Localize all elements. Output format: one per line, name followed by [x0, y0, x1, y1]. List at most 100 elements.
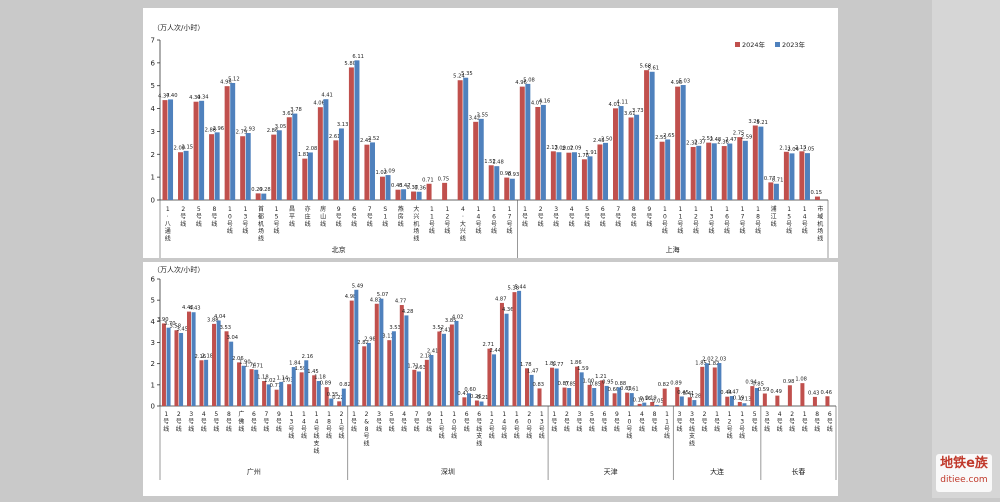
bar-value-label: 4.16: [539, 98, 551, 104]
x-category-char: 线: [242, 227, 248, 235]
x-category-char: 线: [514, 432, 520, 440]
bar-value-label: 1.08: [795, 377, 807, 383]
x-category-char: 号: [522, 213, 528, 220]
x-category-char: 线: [553, 220, 559, 228]
bar-2024: [575, 366, 580, 406]
chart-bottom: （万人次/小时）01234563.903.701号线3.583.452号线4.4…: [151, 265, 837, 480]
x-category-char: 1: [694, 206, 698, 213]
bar-2024: [637, 403, 642, 406]
bar-2024: [224, 86, 230, 200]
bar-value-label: 0.36: [415, 185, 427, 191]
chart-top: （万人次/小时）012345674.374.401·八通线2.092.152号线…: [151, 23, 829, 258]
bar-value-label: 0.15: [810, 190, 822, 196]
x-category-char: 燕: [398, 205, 404, 213]
x-category-char: 线: [724, 227, 730, 235]
x-category-char: 号: [288, 426, 294, 433]
bar-value-label: 5.08: [523, 77, 535, 83]
bar-value-label: 0.71: [422, 177, 434, 183]
bar-2024: [587, 384, 592, 406]
x-category-char: 号: [426, 418, 432, 425]
x-category-char: 线: [251, 425, 257, 433]
x-category-char: 线: [429, 227, 435, 235]
bar-value-label: 3.88: [207, 317, 219, 323]
x-category-char: 平: [289, 213, 295, 220]
x-category-char: 3: [189, 411, 193, 418]
bar-value-label: 2.42: [360, 138, 372, 144]
x-category-char: 5: [590, 411, 594, 418]
x-category-char: 线: [708, 227, 714, 235]
x-category-char: 八: [165, 221, 171, 228]
bar-2023: [216, 320, 221, 406]
x-category-char: 9: [427, 411, 431, 418]
bar-2023: [307, 152, 313, 200]
bar-value-label: 3.52: [432, 325, 444, 331]
x-category-label: 6号线: [827, 411, 833, 433]
x-category-char: 2: [565, 411, 569, 418]
x-category-char: 7: [508, 213, 512, 220]
bar-value-label: 2.09: [174, 146, 186, 152]
x-category-label: 2号线: [789, 411, 795, 433]
x-category-char: 市: [817, 205, 823, 213]
x-category-char: 号: [351, 213, 357, 220]
bar-2023: [354, 289, 359, 406]
bar-value-label: 5.44: [514, 284, 526, 290]
x-category-label: 9号线: [646, 206, 652, 228]
y-axis-label: （万人次/小时）: [153, 23, 204, 32]
y-tick-label: 0: [151, 403, 155, 411]
x-category-char: 线: [313, 447, 319, 455]
bar-2023: [467, 393, 472, 406]
bar-2024: [162, 100, 168, 200]
x-category-char: 2: [490, 418, 494, 425]
bar-2023: [634, 114, 640, 200]
bar-2023: [742, 403, 747, 406]
x-category-char: 线: [689, 440, 695, 448]
y-tick-label: 5: [151, 82, 155, 90]
x-category-label: 4·大兴线: [460, 206, 466, 243]
x-category-char: 4: [640, 411, 644, 418]
bar-value-label: 2.13: [546, 145, 558, 151]
x-category-char: 3: [710, 213, 714, 220]
x-category-char: 线: [689, 425, 695, 433]
bar-2023: [276, 130, 282, 200]
x-category-char: 6: [725, 213, 729, 220]
x-category-char: 0: [628, 418, 632, 425]
x-category-char: 1: [787, 206, 791, 213]
bar-2024: [650, 401, 655, 406]
bar-2024: [550, 367, 555, 406]
x-category-char: 号: [491, 221, 497, 228]
bar-value-label: 3.45: [176, 326, 188, 332]
y-tick-label: 6: [151, 276, 156, 284]
bar-2023: [742, 140, 748, 200]
x-category-char: 3: [290, 418, 294, 425]
x-category-char: 号: [786, 221, 792, 228]
x-category-label: 6号线: [251, 411, 257, 433]
bar-value-label: 2.09: [554, 146, 566, 152]
bar-2024: [504, 177, 510, 200]
x-category-char: 号: [752, 418, 758, 425]
x-category-char: 线: [489, 432, 495, 440]
bar-value-label: 1.63: [414, 365, 426, 371]
bar-value-label: 2.07: [562, 146, 574, 152]
x-category-char: 3: [377, 411, 381, 418]
x-category-char: 线: [764, 425, 770, 433]
bar-2023: [789, 153, 795, 200]
bar-2023: [504, 313, 509, 406]
x-category-char: 2: [703, 411, 707, 418]
bar-value-label: 1.02: [375, 170, 387, 176]
x-category-char: 4: [302, 418, 306, 425]
x-category-char: 号: [662, 221, 668, 228]
x-category-char: 号: [476, 418, 482, 425]
viewer-scrollbar[interactable]: [932, 0, 1000, 498]
x-category-label: 1号线: [522, 206, 528, 228]
x-category-char: 2: [177, 411, 181, 418]
x-category-char: 1: [440, 411, 444, 418]
bar-value-label: 2.82: [357, 340, 369, 346]
bar-value-label: 1.71: [407, 363, 419, 369]
x-category-char: 1: [679, 206, 683, 213]
x-category-char: 9: [615, 411, 619, 418]
